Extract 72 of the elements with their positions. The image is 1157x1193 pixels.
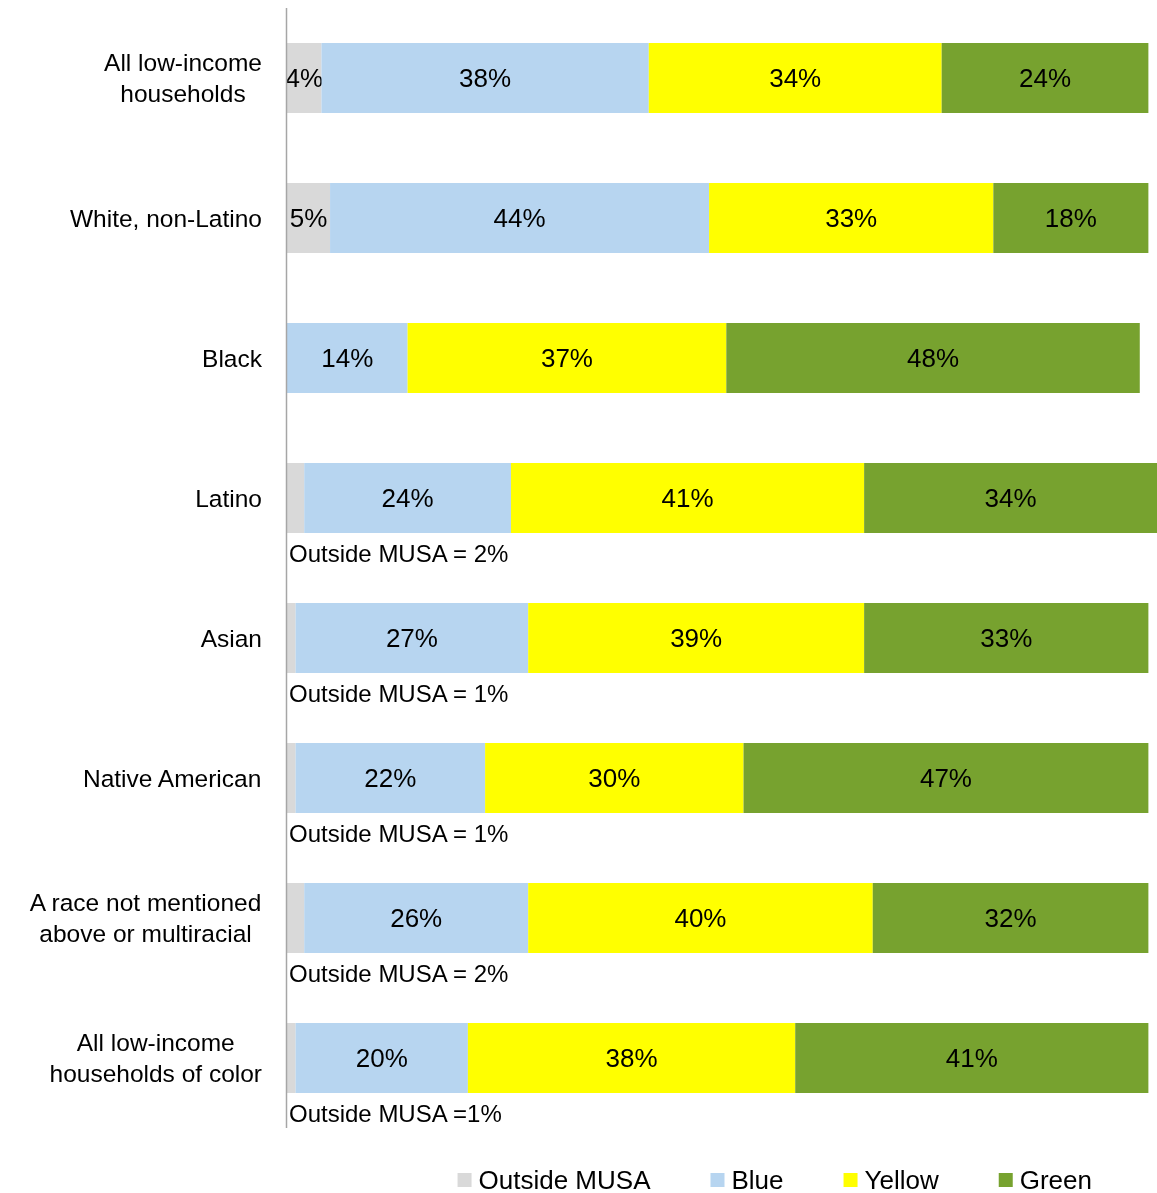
y-tick-label: All low-income households of color [49, 1029, 263, 1087]
bar [485, 743, 744, 813]
y-tick-label: Black [202, 344, 263, 372]
data-label: 38% [605, 1043, 658, 1073]
bar [295, 603, 529, 673]
data-label: 38% [459, 63, 512, 93]
data-label: 18% [1044, 203, 1097, 233]
data-label: 27% [385, 623, 438, 653]
data-label: 5% [289, 203, 328, 233]
data-label: 30% [588, 763, 641, 793]
data-label: 33% [825, 203, 878, 233]
legend-label: Yellow [864, 1165, 939, 1193]
data-label: 37% [540, 343, 593, 373]
bar [709, 183, 994, 253]
data-label: 39% [670, 623, 723, 653]
bar [872, 883, 1149, 953]
annotation: Outside MUSA =1% [289, 1099, 502, 1127]
bar [287, 883, 305, 953]
bar [510, 463, 865, 533]
bar [864, 603, 1149, 673]
y-tick-label: White, non-Latino [69, 204, 262, 232]
data-label: 32% [984, 903, 1037, 933]
y-tick-label: Asian [200, 624, 263, 652]
bar [528, 883, 873, 953]
annotation: Outside MUSA = 1% [289, 819, 509, 847]
bar [795, 1023, 1149, 1093]
annotation: Outside MUSA = 2% [289, 539, 509, 567]
bar [287, 323, 408, 393]
bar [864, 463, 1157, 533]
data-label: 48% [907, 343, 960, 373]
data-label: 44% [493, 203, 546, 233]
data-label: 47% [919, 763, 972, 793]
bar [295, 743, 486, 813]
bar [993, 183, 1149, 253]
bar [467, 1023, 796, 1093]
data-label: 26% [390, 903, 443, 933]
data-label: 34% [769, 63, 822, 93]
bar [941, 43, 1149, 113]
bar [287, 603, 296, 673]
y-tick-label: Native American [82, 764, 262, 792]
legend-label: Outside MUSA [478, 1165, 652, 1193]
data-label: 40% [674, 903, 727, 933]
data-label: 41% [945, 1043, 998, 1073]
y-tick-label: All low-income households [104, 49, 262, 107]
data-label: 24% [381, 483, 434, 513]
bar [295, 1023, 468, 1093]
data-label: 14% [321, 343, 374, 373]
data-label: 41% [661, 483, 714, 513]
bar [528, 603, 865, 673]
bar [287, 1023, 296, 1093]
bar [407, 323, 727, 393]
bar [287, 743, 296, 813]
bar [304, 883, 529, 953]
data-label: 20% [355, 1043, 408, 1073]
bar [726, 323, 1140, 393]
annotation: Outside MUSA = 1% [289, 679, 509, 707]
bar [648, 43, 942, 113]
data-label: 33% [980, 623, 1033, 653]
data-label: 24% [1019, 63, 1072, 93]
bar [304, 463, 511, 533]
legend-label: Green [1019, 1165, 1092, 1193]
bar [330, 183, 710, 253]
y-tick-label: Latino [195, 484, 263, 512]
data-label: 22% [364, 763, 417, 793]
legend-label: Blue [731, 1165, 784, 1193]
data-label: 4% [285, 63, 324, 93]
data-label: 34% [984, 483, 1037, 513]
bar [743, 743, 1149, 813]
bar [321, 43, 649, 113]
bar [287, 463, 305, 533]
annotation: Outside MUSA = 2% [289, 959, 509, 987]
y-tick-label: A race not mentioned above or multiracial [29, 889, 262, 947]
